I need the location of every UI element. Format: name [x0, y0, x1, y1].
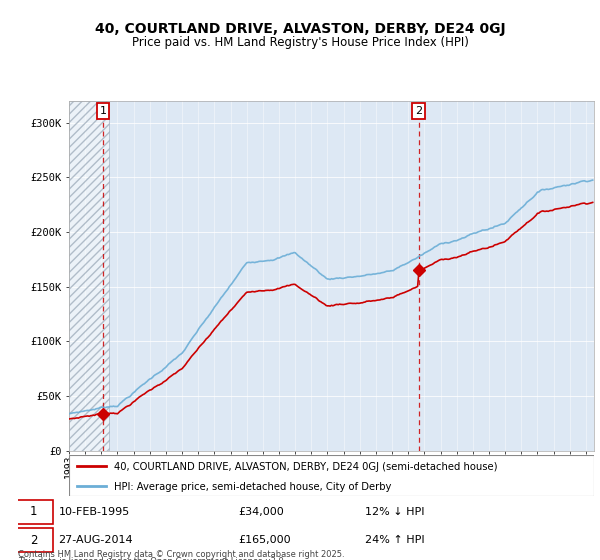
FancyBboxPatch shape	[15, 529, 53, 552]
Text: Price paid vs. HM Land Registry's House Price Index (HPI): Price paid vs. HM Land Registry's House …	[131, 36, 469, 49]
Text: 12% ↓ HPI: 12% ↓ HPI	[365, 507, 425, 517]
Text: 2: 2	[30, 534, 37, 547]
Text: Contains HM Land Registry data © Crown copyright and database right 2025.: Contains HM Land Registry data © Crown c…	[18, 550, 344, 559]
FancyBboxPatch shape	[15, 500, 53, 524]
Text: 1: 1	[30, 506, 37, 519]
Text: £165,000: £165,000	[238, 535, 290, 545]
Text: 1: 1	[100, 106, 106, 116]
Text: £34,000: £34,000	[238, 507, 284, 517]
Bar	[69, 101, 109, 451]
Text: 27-AUG-2014: 27-AUG-2014	[59, 535, 133, 545]
Text: 10-FEB-1995: 10-FEB-1995	[59, 507, 130, 517]
Text: 24% ↑ HPI: 24% ↑ HPI	[365, 535, 425, 545]
Text: 2: 2	[415, 106, 422, 116]
Bar	[69, 101, 109, 451]
Text: HPI: Average price, semi-detached house, City of Derby: HPI: Average price, semi-detached house,…	[113, 482, 391, 492]
Text: 40, COURTLAND DRIVE, ALVASTON, DERBY, DE24 0GJ: 40, COURTLAND DRIVE, ALVASTON, DERBY, DE…	[95, 22, 505, 36]
Text: This data is licensed under the Open Government Licence v3.0.: This data is licensed under the Open Gov…	[18, 557, 286, 560]
Text: 40, COURTLAND DRIVE, ALVASTON, DERBY, DE24 0GJ (semi-detached house): 40, COURTLAND DRIVE, ALVASTON, DERBY, DE…	[113, 461, 497, 472]
